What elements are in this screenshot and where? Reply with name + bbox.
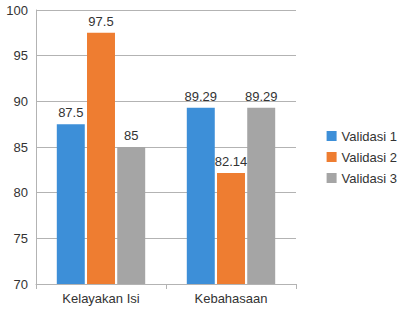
svg-text:70: 70 xyxy=(14,277,28,292)
svg-text:Validasi 1: Validasi 1 xyxy=(342,129,397,144)
svg-text:85: 85 xyxy=(124,128,138,143)
svg-text:95: 95 xyxy=(14,48,28,63)
svg-text:89.29: 89.29 xyxy=(245,89,278,104)
svg-text:85: 85 xyxy=(14,140,28,155)
svg-text:97.5: 97.5 xyxy=(88,14,113,29)
svg-text:Kebahasaan: Kebahasaan xyxy=(194,291,267,306)
svg-text:90: 90 xyxy=(14,94,28,109)
svg-text:87.5: 87.5 xyxy=(58,105,83,120)
svg-text:Kelayakan Isi: Kelayakan Isi xyxy=(62,291,139,306)
svg-text:89.29: 89.29 xyxy=(185,89,218,104)
svg-text:Validasi 3: Validasi 3 xyxy=(342,171,397,186)
svg-text:Validasi 2: Validasi 2 xyxy=(342,150,397,165)
svg-text:80: 80 xyxy=(14,185,28,200)
svg-text:100: 100 xyxy=(6,3,28,18)
svg-text:82.14: 82.14 xyxy=(215,154,248,169)
svg-text:75: 75 xyxy=(14,231,28,246)
